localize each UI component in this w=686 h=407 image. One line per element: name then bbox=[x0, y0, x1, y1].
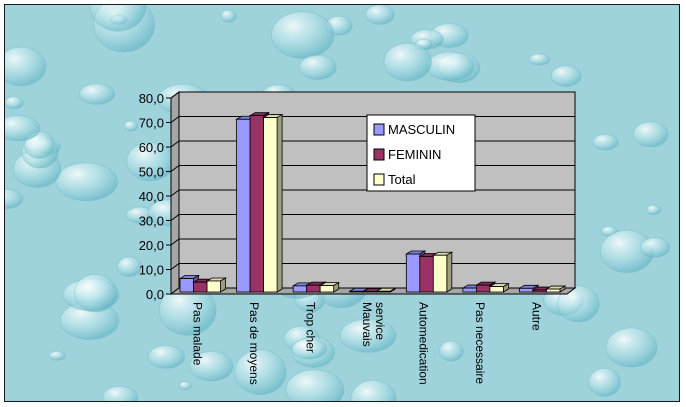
water-drop bbox=[528, 53, 551, 66]
bar-side bbox=[220, 277, 226, 293]
x-category-label: Trop cher bbox=[303, 302, 317, 353]
bar-front bbox=[362, 291, 378, 293]
bar-front bbox=[292, 285, 308, 293]
water-drop bbox=[550, 65, 582, 87]
bar-front bbox=[349, 290, 364, 293]
legend-swatch bbox=[373, 148, 385, 161]
water-drop bbox=[23, 131, 55, 159]
bar-front bbox=[405, 253, 421, 293]
water-drop bbox=[291, 338, 328, 360]
water-drop bbox=[123, 120, 139, 132]
water-drop bbox=[588, 367, 621, 397]
bar bbox=[488, 282, 510, 293]
bar-front bbox=[489, 286, 504, 293]
bar-front bbox=[532, 289, 547, 293]
bar bbox=[318, 281, 341, 293]
bar-front bbox=[193, 281, 208, 293]
water-drop bbox=[220, 9, 237, 23]
water-drop bbox=[102, 385, 139, 401]
bar bbox=[262, 113, 284, 293]
y-tick-label: 80,0 bbox=[139, 91, 164, 106]
y-tick-label: 50,0 bbox=[139, 165, 164, 180]
water-drop bbox=[5, 46, 47, 87]
water-drop bbox=[48, 350, 66, 361]
water-drop bbox=[234, 349, 287, 395]
water-drop bbox=[632, 121, 669, 148]
water-drop bbox=[78, 83, 116, 105]
bar-front bbox=[376, 290, 391, 293]
plot-area: 0,0 10,0 20,0 30,0 40,0 50,0 60,0 70,0 80,0 Pas m… bbox=[139, 91, 577, 385]
gridline bbox=[170, 214, 575, 221]
legend-box bbox=[366, 114, 476, 192]
legend-label: FEMININ bbox=[388, 147, 441, 162]
bar-front bbox=[249, 115, 265, 293]
water-drop bbox=[350, 379, 397, 401]
bar-front bbox=[546, 288, 561, 293]
bar-front bbox=[319, 285, 335, 293]
y-tick-label: 10,0 bbox=[139, 263, 164, 278]
water-drop bbox=[364, 5, 395, 25]
water-drop bbox=[270, 11, 335, 59]
bar-side bbox=[446, 251, 453, 293]
bar-front bbox=[263, 117, 278, 293]
water-drop bbox=[592, 133, 619, 151]
x-category-label: Pas de moyens bbox=[247, 302, 261, 385]
water-drop bbox=[557, 285, 600, 323]
bar-front bbox=[236, 118, 251, 293]
y-tick-label: 40,0 bbox=[139, 189, 164, 204]
y-tick-label: 70,0 bbox=[139, 116, 164, 131]
y-tick-label: 0,0 bbox=[146, 287, 164, 302]
water-drop bbox=[89, 5, 147, 32]
bar bbox=[545, 285, 567, 293]
x-category-label: Automedication bbox=[417, 302, 431, 385]
water-drop bbox=[147, 344, 186, 369]
water-drop bbox=[189, 350, 234, 382]
water-drop bbox=[73, 273, 118, 313]
legend-label: Total bbox=[388, 172, 416, 187]
bar-front bbox=[519, 287, 534, 293]
x-category-label: Pas necessaire bbox=[473, 302, 487, 384]
water-drop bbox=[383, 42, 432, 82]
water-drop bbox=[646, 204, 662, 215]
x-category-label: Autre bbox=[530, 302, 544, 331]
x-category-label: Mauvais bbox=[360, 302, 374, 347]
water-drop bbox=[639, 237, 671, 258]
bar-chart: 0,0 10,0 20,0 30,0 40,0 50,0 60,0 70,0 80,0 Pas m… bbox=[5, 5, 679, 401]
water-drop bbox=[178, 380, 192, 391]
bar bbox=[205, 277, 227, 293]
bar-front bbox=[306, 284, 321, 293]
water-drop bbox=[5, 115, 41, 142]
water-drop bbox=[55, 162, 118, 202]
water-drop bbox=[298, 54, 337, 81]
legend-label: MASCULIN bbox=[388, 122, 455, 137]
y-tick-label: 30,0 bbox=[139, 214, 164, 229]
water-drop bbox=[438, 340, 464, 362]
water-drop bbox=[116, 256, 142, 277]
x-category-label: Pas malade bbox=[190, 302, 204, 366]
bar-front bbox=[475, 284, 491, 293]
chart-frame: 0,0 10,0 20,0 30,0 40,0 50,0 60,0 70,0 80,0 Pas m… bbox=[4, 4, 680, 402]
legend-swatch bbox=[373, 173, 385, 186]
bar bbox=[375, 287, 397, 293]
bar-front bbox=[179, 278, 194, 293]
water-drop bbox=[339, 318, 397, 353]
x-category-label: service bbox=[373, 302, 387, 340]
legend-swatch bbox=[373, 123, 385, 136]
bar-front bbox=[432, 254, 448, 293]
bar bbox=[431, 251, 454, 293]
y-tick-label: 60,0 bbox=[139, 140, 164, 155]
gridline bbox=[170, 238, 575, 246]
y-tick-label: 20,0 bbox=[139, 238, 164, 253]
gridline bbox=[170, 91, 575, 99]
water-drop bbox=[426, 51, 475, 82]
water-drop bbox=[5, 188, 24, 210]
bar-side bbox=[276, 113, 283, 293]
water-drop bbox=[5, 96, 24, 110]
bar-front bbox=[206, 280, 221, 293]
water-drop bbox=[605, 327, 658, 368]
bar-front bbox=[419, 256, 434, 293]
water-drop bbox=[285, 369, 345, 401]
bar-front bbox=[462, 287, 477, 293]
legend: MASCULIN FEMININ Total bbox=[366, 114, 476, 192]
